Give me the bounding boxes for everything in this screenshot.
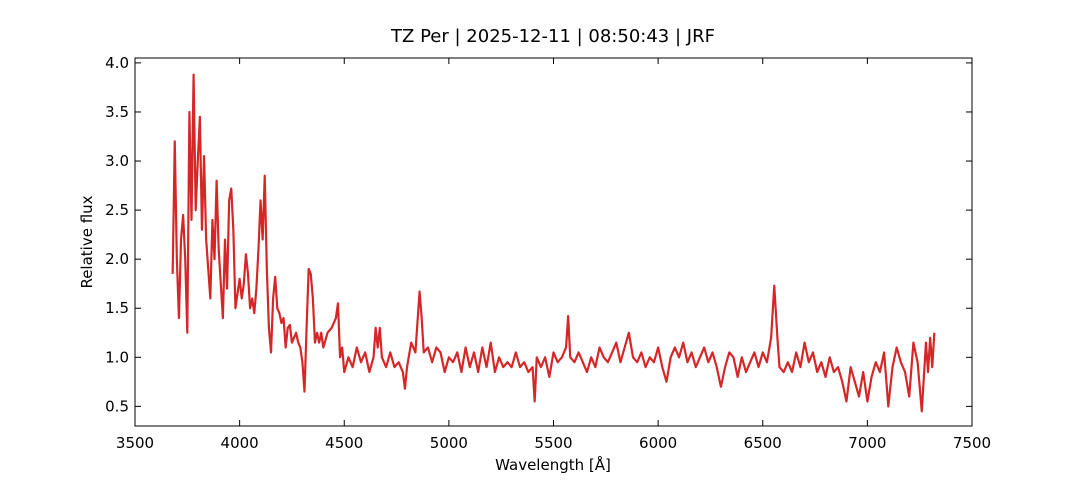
y-tick-label: 1.5: [105, 299, 129, 317]
y-tick-label: 2.5: [105, 201, 129, 219]
plot-frame: [134, 57, 973, 427]
y-tick-label: 2.0: [105, 250, 129, 268]
spectrum-line: [171, 73, 936, 413]
chart-title: TZ Per | 2025-12-11 | 08:50:43 | JRF: [390, 26, 715, 47]
y-axis-label: Relative flux: [78, 195, 96, 288]
x-tick-label: 6500: [744, 434, 782, 452]
x-tick-label: 6000: [639, 434, 677, 452]
x-tick-label: 7500: [953, 434, 991, 452]
x-tick-label: 3500: [116, 434, 154, 452]
x-tick-label: 4500: [325, 434, 363, 452]
y-tick-label: 3.5: [105, 103, 129, 121]
y-tick-label: 0.5: [105, 397, 129, 415]
x-tick-label: 5000: [430, 434, 468, 452]
x-axis-label: Wavelength [Å]: [495, 455, 611, 474]
y-tick-label: 4.0: [105, 54, 129, 72]
x-tick-label: 7000: [848, 434, 886, 452]
y-tick-label: 1.0: [105, 348, 129, 366]
x-tick-label: 5500: [534, 434, 572, 452]
y-tick-label: 3.0: [105, 152, 129, 170]
x-tick-label: 4000: [221, 434, 259, 452]
